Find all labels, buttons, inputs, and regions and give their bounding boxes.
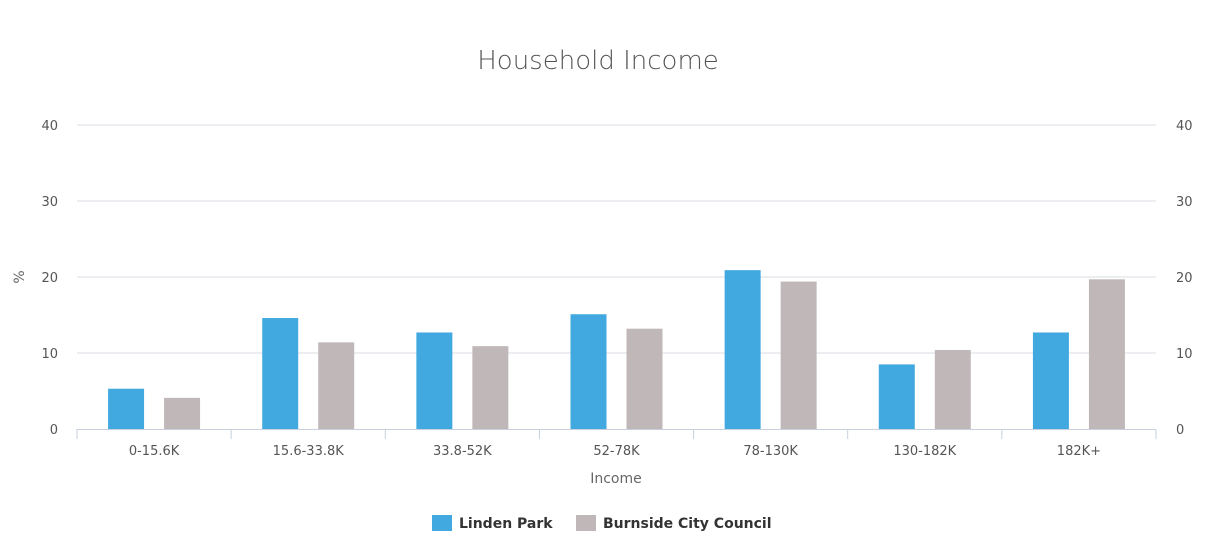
legend[interactable]: Linden Park Burnside City Council [432, 515, 772, 532]
y-tick-label: 10 [41, 347, 58, 362]
x-tick-label: 130-182K [893, 444, 956, 459]
x-tick-label: 0-15.6K [129, 444, 180, 459]
x-tick-label: 52-78K [593, 444, 640, 459]
x-axis: 0-15.6K 15.6-33.8K 33.8-52K 52-78K 78-130K 13… [76, 429, 1157, 459]
y-tick-label-right: 30 [1176, 195, 1193, 210]
x-axis-label: Income [590, 471, 642, 487]
x-tick-label: 33.8-52K [433, 444, 492, 459]
bar-linden-park-3[interactable] [570, 314, 607, 429]
legend-label: Burnside City Council [603, 516, 772, 532]
y-tick-label: 0 [50, 423, 58, 438]
y-tick-label: 40 [41, 119, 58, 134]
y-tick-label-right: 10 [1176, 347, 1193, 362]
x-tick-label: 182K+ [1057, 444, 1101, 459]
bar-linden-park-5[interactable] [878, 364, 915, 429]
bar-linden-park-6[interactable] [1032, 332, 1069, 429]
y-tick-label: 30 [41, 195, 58, 210]
bar-linden-park-1[interactable] [262, 318, 299, 429]
bar-burnside-city-council-5[interactable] [934, 349, 971, 429]
legend-item-linden-park[interactable]: Linden Park [432, 515, 553, 532]
chart-title: Household Income [477, 46, 719, 76]
x-tick-label: 78-130K [743, 444, 798, 459]
bars[interactable] [108, 270, 1125, 429]
bar-burnside-city-council-3[interactable] [626, 328, 663, 429]
legend-label: Linden Park [459, 516, 553, 532]
y-axis-right-ticks: 0 10 20 30 40 [1176, 119, 1193, 438]
bar-linden-park-4[interactable] [724, 270, 761, 429]
legend-item-burnside-city-council[interactable]: Burnside City Council [576, 515, 772, 532]
y-tick-label-right: 40 [1176, 119, 1193, 134]
bar-burnside-city-council-1[interactable] [318, 342, 355, 429]
bar-burnside-city-council-2[interactable] [472, 346, 509, 429]
y-tick-label: 20 [41, 271, 58, 286]
y-axis-left-ticks: 0 10 20 30 40 [41, 119, 58, 438]
legend-swatch [576, 515, 596, 531]
x-tick-label: 15.6-33.8K [273, 444, 345, 459]
bar-burnside-city-council-6[interactable] [1088, 279, 1125, 429]
y-tick-label-right: 20 [1176, 271, 1193, 286]
y-axis-label: % [12, 270, 28, 283]
bar-linden-park-0[interactable] [108, 388, 145, 429]
y-tick-label-right: 0 [1176, 423, 1184, 438]
bar-linden-park-2[interactable] [416, 332, 453, 429]
legend-swatch [432, 515, 452, 531]
bar-burnside-city-council-4[interactable] [780, 281, 817, 429]
bar-burnside-city-council-0[interactable] [164, 397, 201, 429]
gridlines [77, 124, 1156, 354]
